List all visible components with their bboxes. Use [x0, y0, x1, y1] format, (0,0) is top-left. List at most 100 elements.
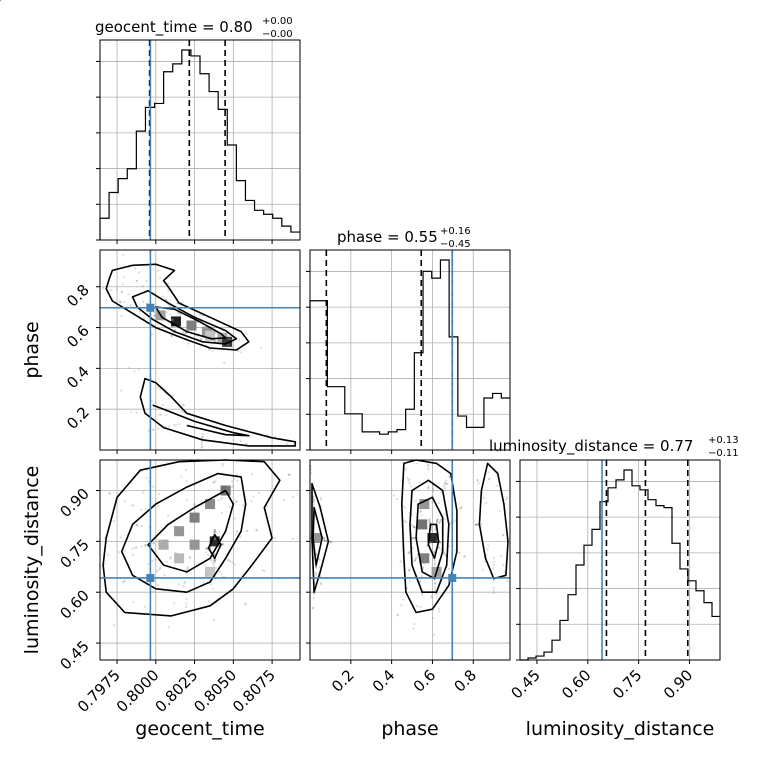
sample-point: [435, 521, 439, 524]
injection-marker: [448, 573, 457, 582]
ylabel-phase: phase: [21, 321, 43, 378]
sample-point: [483, 496, 486, 499]
sample-point: [167, 289, 170, 292]
sample-point: [428, 518, 431, 521]
sample-point: [152, 542, 155, 545]
sample-point: [454, 549, 457, 552]
sample-point: [506, 579, 509, 583]
sample-point: [437, 522, 440, 525]
sample-point: [483, 560, 486, 563]
sample-point: [440, 518, 443, 522]
sample-point: [427, 486, 430, 489]
sample-point: [185, 605, 188, 609]
sample-point: [221, 543, 224, 546]
sample-point: [128, 366, 131, 369]
y-tick-label-phase: 0.6: [63, 322, 93, 352]
sample-point: [474, 523, 477, 526]
sample-point: [426, 544, 429, 548]
sample-point: [235, 473, 238, 476]
sample-point: [165, 560, 168, 563]
sample-point: [412, 627, 415, 630]
sample-point: [227, 338, 231, 341]
contour-line: [147, 489, 235, 573]
sample-point: [193, 503, 196, 506]
sample-point: [127, 293, 130, 296]
sample-point: [175, 423, 178, 426]
sample-point: [131, 504, 134, 507]
x-tick-label-geocent-time: 0.8075: [229, 666, 279, 716]
sample-point: [152, 428, 155, 431]
histogram-luminosity-distance: [520, 469, 720, 661]
sample-point: [159, 276, 162, 279]
sample-point: [220, 496, 224, 500]
sample-point: [157, 540, 160, 544]
sample-point: [233, 517, 237, 520]
sample-point: [492, 579, 495, 582]
sample-point: [396, 613, 399, 617]
sample-point: [210, 559, 213, 562]
sample-point: [492, 557, 495, 560]
sample-point: [0, 0, 2, 2]
sample-point: [171, 318, 174, 321]
sample-point: [201, 435, 204, 438]
sample-point: [145, 477, 148, 480]
sample-point: [319, 536, 322, 539]
sample-point: [135, 411, 138, 414]
sample-point: [312, 500, 315, 504]
sample-point: [435, 520, 439, 524]
sample-point: [210, 329, 213, 332]
sample-point: [433, 581, 437, 585]
sample-point: [412, 525, 415, 528]
sample-point: [312, 499, 315, 502]
sample-point: [201, 432, 204, 436]
sample-point: [187, 342, 190, 345]
sample-point: [492, 591, 495, 595]
sample-point: [187, 328, 190, 331]
sample-point: [213, 560, 216, 563]
density-cell: [419, 499, 430, 510]
sample-point: [443, 487, 447, 490]
sample-point: [259, 346, 263, 349]
sample-point: [475, 523, 478, 526]
sample-point: [165, 414, 168, 417]
sample-point: [131, 547, 134, 550]
sample-point: [102, 286, 105, 290]
sample-point: [213, 552, 216, 556]
sample-point: [0, 0, 2, 2]
sample-point: [226, 558, 230, 561]
sample-point: [212, 326, 215, 329]
sample-point: [330, 540, 333, 544]
sample-point: [137, 271, 141, 274]
sample-point: [454, 519, 457, 522]
sample-point: [239, 440, 243, 443]
sample-point: [481, 568, 484, 571]
sample-point: [0, 0, 2, 2]
sample-point: [105, 299, 108, 302]
sample-point: [159, 388, 162, 391]
sample-point: [230, 346, 233, 349]
sample-point: [205, 547, 208, 550]
sample-point: [413, 526, 417, 529]
sample-point: [180, 410, 184, 413]
sample-point: [158, 568, 161, 571]
sample-point: [428, 518, 431, 522]
sample-point: [288, 473, 291, 476]
sample-point: [406, 476, 409, 480]
injection-marker: [146, 303, 155, 312]
sample-point: [505, 498, 508, 501]
sample-point: [213, 529, 216, 532]
sample-point: [435, 592, 438, 596]
sample-point: [322, 537, 325, 540]
sample-point: [312, 504, 316, 507]
title-luminosity-distance-sup: +0.13: [708, 435, 739, 446]
sample-point: [442, 484, 446, 488]
y-tick-label-luminosity-distance: 0.75: [56, 535, 92, 571]
sample-point: [404, 520, 408, 524]
sample-point: [236, 479, 239, 482]
sample-point: [181, 301, 184, 304]
sample-point: [221, 543, 224, 546]
sample-point: [311, 607, 315, 610]
sample-point: [0, 0, 2, 2]
sample-point: [120, 290, 123, 293]
sample-point: [245, 332, 248, 335]
